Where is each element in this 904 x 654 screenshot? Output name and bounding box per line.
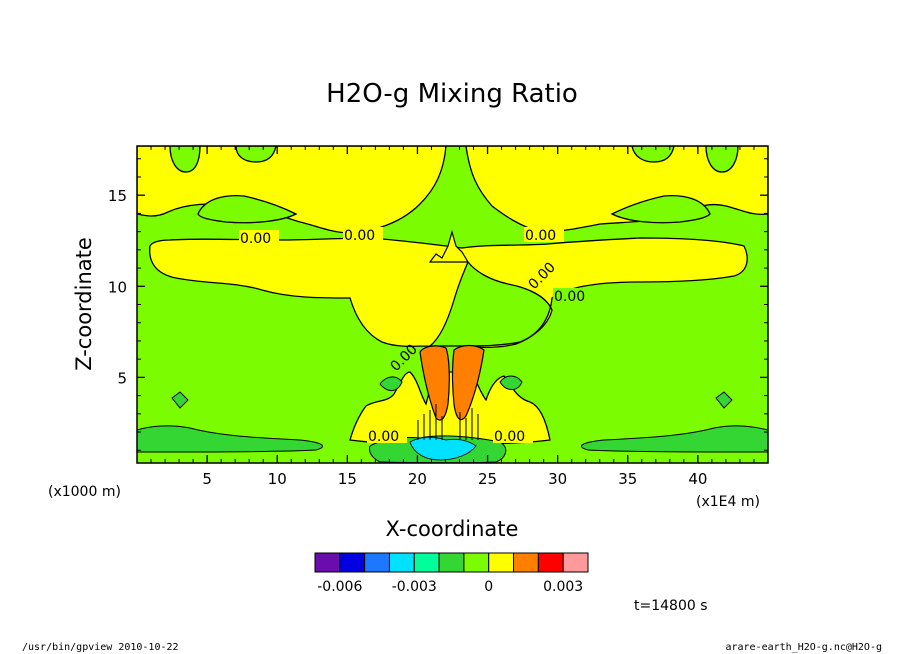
y-axis-label: Z-coordinate (72, 237, 96, 371)
colorbar-swatch (513, 552, 539, 573)
field-darkgreen-blob (379, 376, 403, 391)
plume-contours (417, 404, 479, 440)
footer-right: arare-earth_H2O-g.nc@H2O-g (725, 642, 882, 653)
x-tick-label: 35 (618, 470, 637, 488)
plot-area (137, 146, 768, 463)
colorbar-swatch (488, 552, 515, 573)
colorbar-tick-label: -0.006 (317, 579, 362, 595)
colorbar-swatch (339, 552, 366, 573)
footer-left: /usr/bin/gpview 2010-10-22 (22, 642, 179, 653)
y-axis-unit: (x1000 m) (48, 484, 121, 500)
x-tick-label: 15 (338, 470, 357, 488)
contour-label-bg (343, 227, 383, 242)
y-axis: 5 10 15 (108, 158, 768, 451)
field-orange-plume-right (451, 344, 485, 421)
colorbar-swatch (314, 552, 341, 573)
field-green-lobe (169, 146, 201, 173)
colorbar-swatch (413, 552, 440, 573)
colorbar-tick-label: 0.003 (543, 579, 583, 595)
x-axis-label: X-coordinate (386, 517, 519, 541)
contour-label-bg (493, 428, 533, 443)
field-darkgreen-blob (171, 391, 189, 409)
field-green-lobe (631, 146, 675, 163)
contour-label: 0.00 (368, 429, 399, 445)
field-green-lobe (197, 194, 298, 224)
colorbar (314, 552, 589, 573)
y-tick-label: 15 (108, 187, 127, 205)
x-axis-unit: (x1E4 m) (696, 494, 760, 510)
x-tick-label: 20 (408, 470, 427, 488)
contour-label: 0.00 (525, 228, 556, 244)
contour-label: 0.00 (494, 429, 525, 445)
contour-label: 0.00 (344, 228, 375, 244)
field-cyan-patch (409, 436, 477, 461)
field-darkgreen-blob (499, 375, 523, 390)
field-darkgreen-left (137, 425, 323, 453)
field-darkgreen-right (581, 425, 768, 453)
contour-label-bg (524, 227, 564, 242)
field-yellow-mid (149, 237, 748, 348)
colorbar-swatch (388, 552, 415, 573)
field-yellow-spike (428, 229, 470, 263)
x-tick-label: 40 (688, 470, 707, 488)
chart-title: H2O-g Mixing Ratio (326, 79, 578, 109)
field-green-lobe (235, 146, 277, 163)
x-tick-label: 30 (548, 470, 567, 488)
contour-label-bg (367, 428, 407, 443)
field-orange-plume-left (419, 345, 450, 421)
colorbar-swatch (438, 552, 465, 573)
colorbar-swatch (537, 552, 564, 573)
contour-label: 0.00 (554, 289, 585, 305)
contour-label-bg (239, 230, 279, 245)
x-tick-label: 25 (478, 470, 497, 488)
y-tick-label: 5 (117, 369, 127, 387)
x-tick-label: 10 (268, 470, 287, 488)
field-green-lobe (705, 146, 739, 173)
colorbar-swatch (364, 552, 390, 573)
contour-label-bg (553, 288, 593, 303)
x-tick-label: 5 (202, 470, 212, 488)
colorbar-tick-label: -0.003 (392, 579, 437, 595)
x-axis: 5 10 15 20 25 30 35 40 (150, 146, 755, 488)
y-tick-label: 10 (108, 278, 127, 296)
colorbar-swatch (562, 552, 589, 573)
field-darkgreen-blob (715, 391, 733, 409)
contour-label: 0.00 (240, 231, 271, 247)
time-label: t=14800 s (634, 598, 708, 614)
colorbar-ticks: -0.006 -0.003 0 0.003 (317, 579, 583, 595)
field-green-lobe (610, 194, 711, 224)
colorbar-tick-label: 0 (484, 579, 493, 595)
colorbar-swatch (463, 552, 490, 573)
